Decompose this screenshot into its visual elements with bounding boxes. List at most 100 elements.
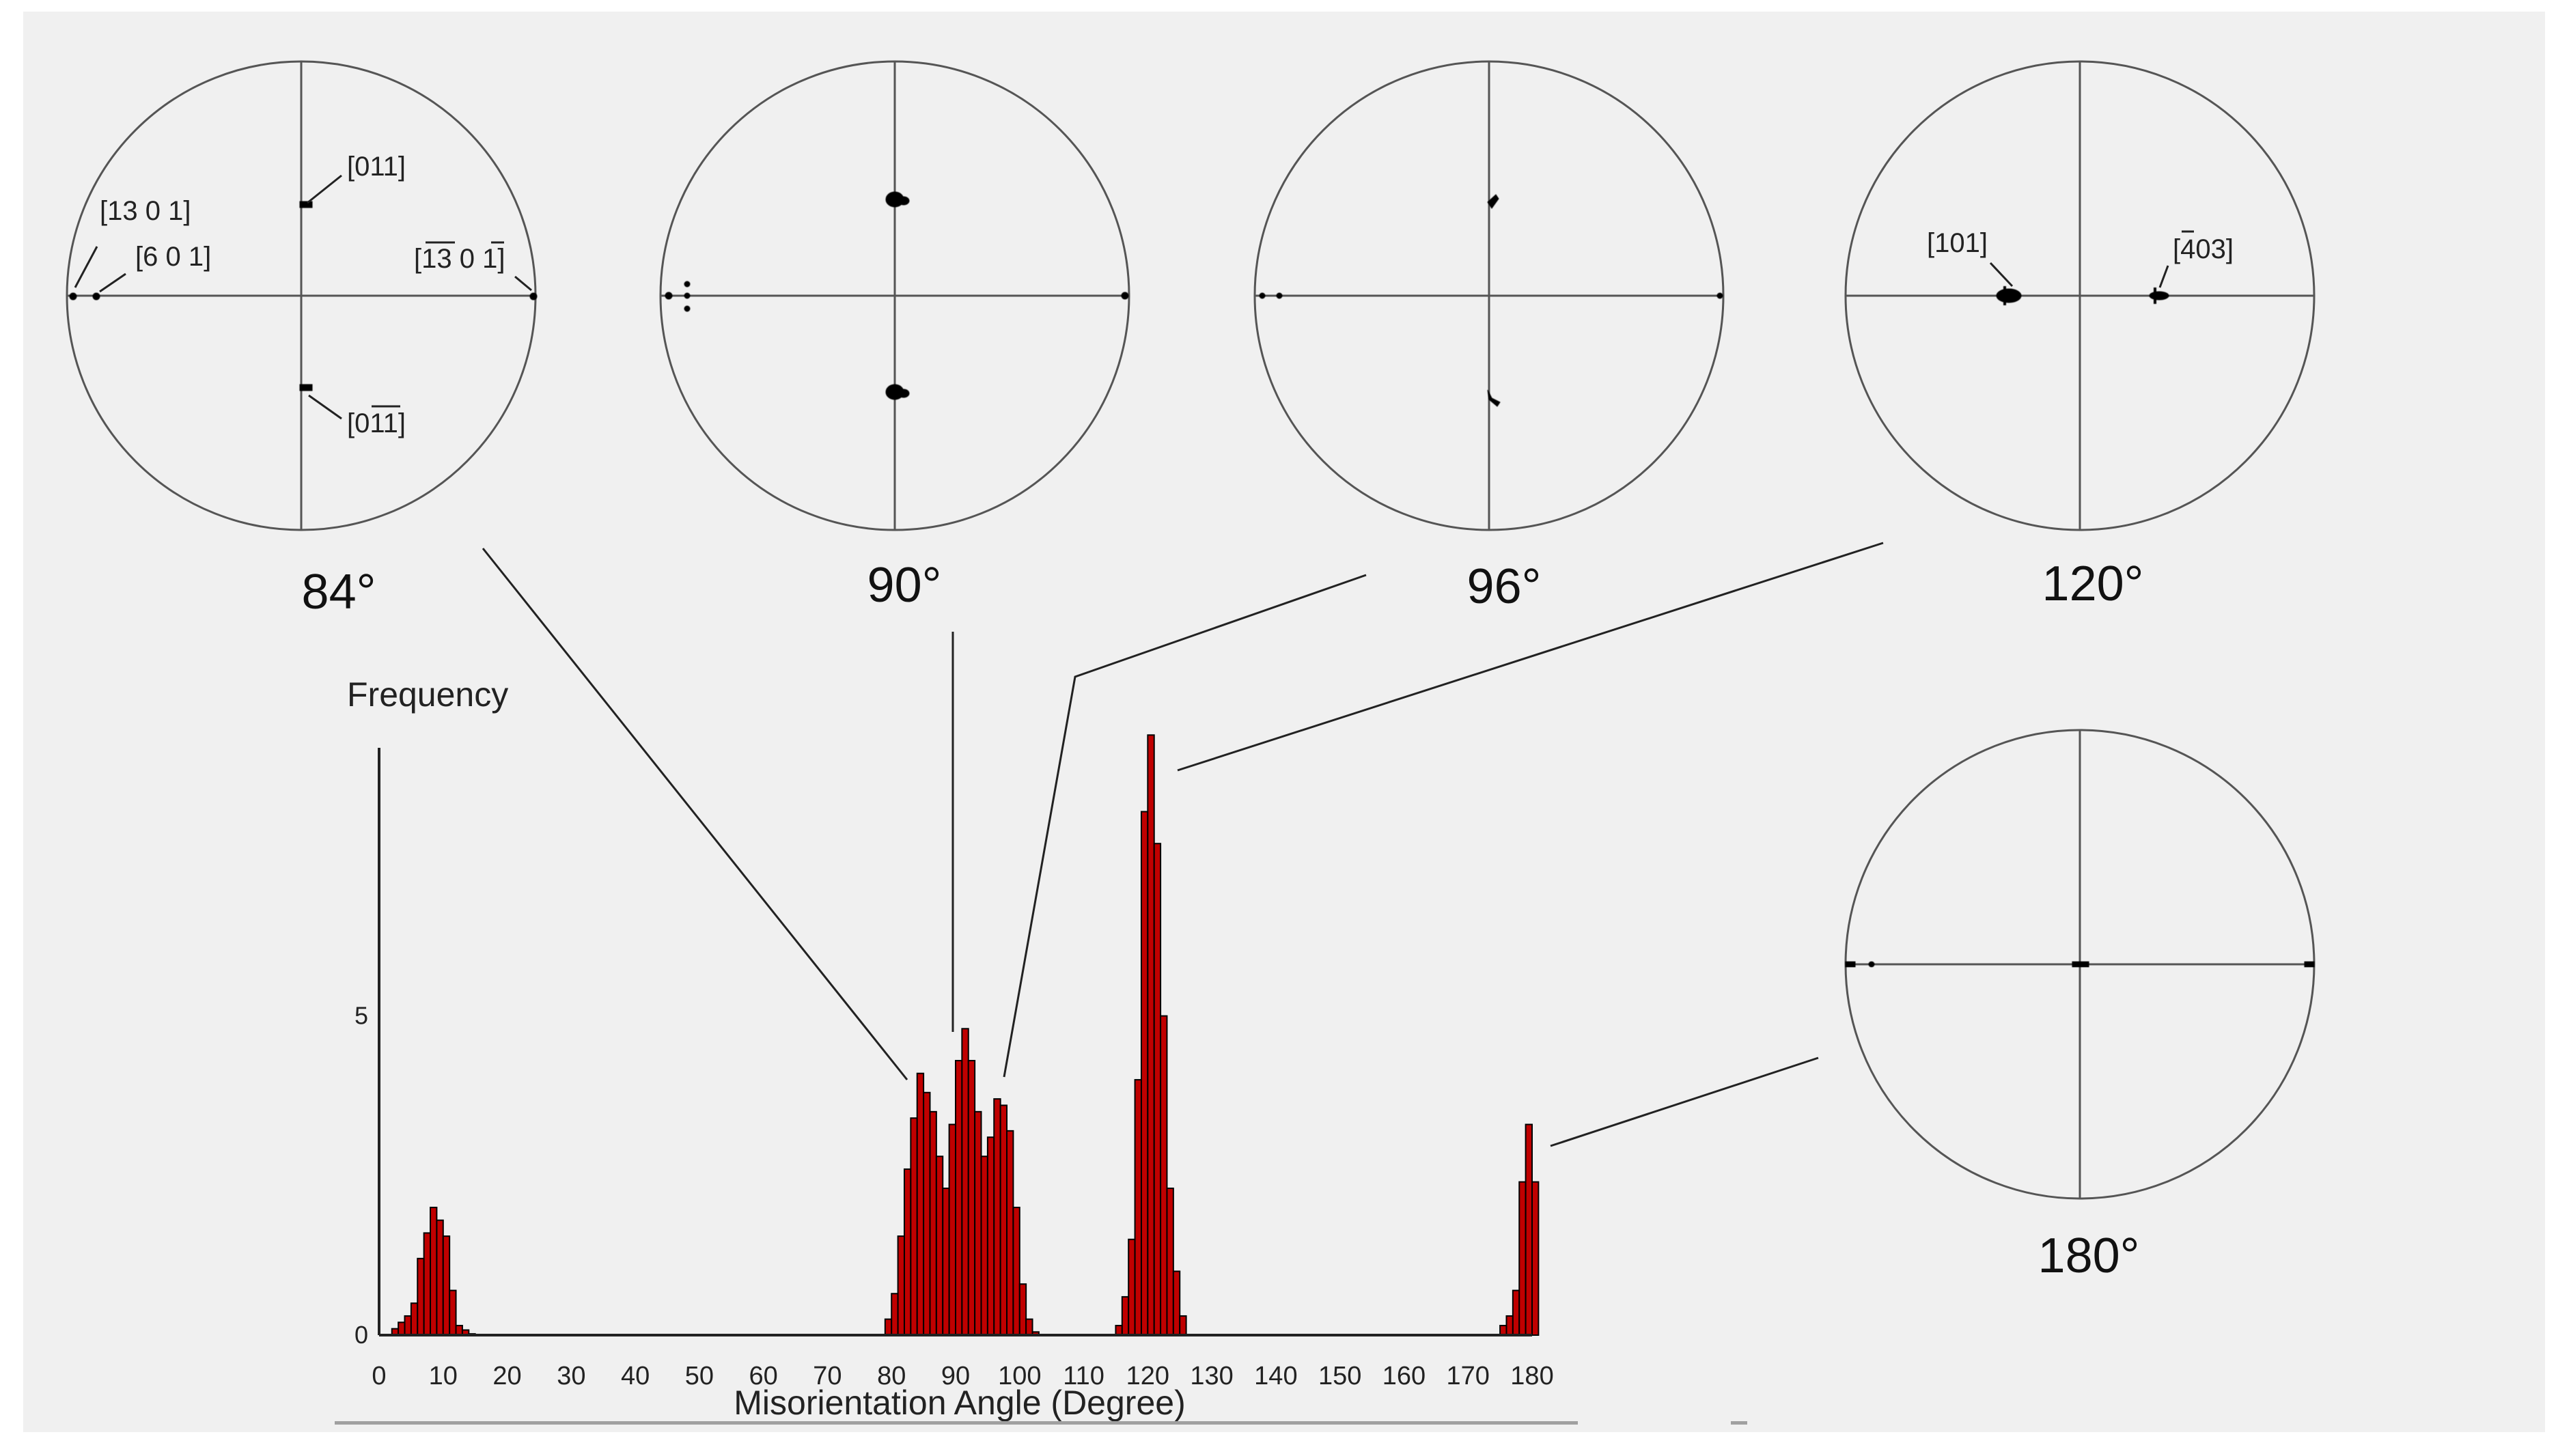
- x-tick-label: 110: [1063, 1362, 1104, 1390]
- histogram-bar: [923, 1091, 931, 1336]
- callout-line-120: [1177, 542, 1884, 772]
- pole-point: [1121, 292, 1129, 300]
- histogram-bar: [1531, 1181, 1540, 1336]
- pole-point: [898, 196, 910, 206]
- x-tick-label: 40: [621, 1362, 650, 1390]
- pole-figure-96: [1253, 60, 1725, 531]
- histogram-bar: [986, 1136, 995, 1336]
- x-tick-label: 160: [1382, 1362, 1426, 1390]
- histogram-bar: [1166, 1188, 1174, 1336]
- x-tick-label: 30: [557, 1362, 585, 1390]
- histogram-bar: [1505, 1315, 1514, 1336]
- pole-annotations-120: [101] [403]: [1927, 228, 2234, 288]
- x-tick-labels: 0 10 20 30 40 50 60 70 80 90 100 110 120 130 140 150 160…: [372, 1362, 1553, 1390]
- angle-label-96: 96°: [1467, 559, 1542, 614]
- histogram-bar: [1134, 1079, 1142, 1336]
- x-tick-label: 120: [1126, 1362, 1169, 1390]
- callout-line-96: [1003, 574, 1367, 1078]
- pole-point: [529, 292, 538, 300]
- pole-point: [1996, 288, 2022, 303]
- callout-lines: [482, 542, 1884, 1147]
- leader-line: [308, 394, 342, 420]
- pole-point: [2304, 961, 2315, 968]
- histogram-bar: [1018, 1283, 1027, 1336]
- histogram-bar: [1512, 1289, 1520, 1336]
- histogram-bar: [1025, 1318, 1033, 1336]
- histogram-bar: [1525, 1123, 1533, 1336]
- histogram-bar: [999, 1104, 1008, 1336]
- angle-label-180: 180°: [2038, 1229, 2140, 1283]
- callout-line-180: [1550, 1056, 1819, 1147]
- histogram-bar: [1006, 1130, 1014, 1336]
- histogram-bar: [423, 1232, 432, 1336]
- angle-label-120: 120°: [2042, 557, 2144, 611]
- callout-line-84: [482, 548, 908, 1080]
- misorientation-figure: Frequency 05 0 10 20 30 40 50 60 70 80 90 100 110 12…: [66, 60, 2316, 1422]
- leader-line: [2158, 265, 2169, 288]
- histogram-bar: [1172, 1270, 1181, 1336]
- pole-point: [1487, 194, 1499, 209]
- histogram-bar: [1115, 1324, 1123, 1336]
- annotation-0-bar1-bar1: [011]: [347, 408, 406, 438]
- histogram-bar: [1012, 1207, 1020, 1336]
- histogram-bar: [942, 1188, 950, 1336]
- x-tick-label: 60: [749, 1362, 778, 1390]
- annotation-bar13-0-bar1: [13 0 1]: [414, 244, 505, 274]
- histogram-bar: [916, 1072, 925, 1336]
- x-tick-label: 170: [1447, 1362, 1490, 1390]
- pole-point: [299, 384, 313, 391]
- histogram-bar: [410, 1302, 419, 1336]
- histogram-bar: [948, 1123, 956, 1336]
- histogram-bar: [967, 1060, 976, 1336]
- x-tick-label: 90: [941, 1362, 970, 1390]
- histogram-bar: [1499, 1324, 1507, 1336]
- pole-points-90: [665, 191, 1129, 400]
- histogram-bar: [891, 1293, 899, 1336]
- histogram-bar: [1128, 1238, 1136, 1336]
- histogram-bar: [980, 1156, 988, 1336]
- x-tick-label: 150: [1318, 1362, 1361, 1390]
- histogram-bar: [1179, 1315, 1187, 1336]
- x-tick-label: 20: [492, 1362, 521, 1390]
- x-tick-label: 180: [1510, 1362, 1553, 1390]
- pole-point: [1868, 961, 1875, 968]
- annotation-bar4-0-3: [403]: [2173, 234, 2234, 264]
- angle-label-90: 90°: [867, 558, 942, 613]
- pole-points-84: [69, 201, 538, 391]
- annotation-6-0-1: [6 0 1]: [135, 242, 211, 272]
- pole-point: [684, 305, 691, 312]
- histogram-bar: [449, 1289, 457, 1336]
- pole-point: [2072, 961, 2089, 968]
- scrollbar-track: [335, 1421, 1578, 1425]
- pole-point: [665, 292, 673, 300]
- x-tick-label: 80: [877, 1362, 906, 1390]
- x-tick-label: 100: [998, 1362, 1041, 1390]
- histogram-bar: [404, 1315, 412, 1336]
- histogram-bar: [897, 1235, 905, 1336]
- pole-point: [1845, 961, 1856, 968]
- histogram-bar: [455, 1324, 463, 1336]
- pole-point: [684, 281, 691, 288]
- pole-point: [684, 292, 691, 299]
- x-tick-label: 70: [813, 1362, 842, 1390]
- histogram-bar: [1518, 1181, 1527, 1336]
- histogram-bar: [417, 1257, 425, 1336]
- pole-point: [69, 292, 77, 300]
- histogram-bar: [1147, 734, 1155, 1336]
- pole-point: [898, 389, 910, 398]
- pole-point: [92, 292, 100, 300]
- leader-line: [514, 275, 532, 292]
- pole-point: [1716, 292, 1723, 299]
- histogram-bar: [961, 1028, 969, 1336]
- histogram-bar: [910, 1117, 918, 1336]
- pole-point: [1259, 292, 1266, 299]
- histogram-bar: [903, 1168, 912, 1336]
- y-tick-label: 0: [354, 1321, 368, 1349]
- annotation-101: [101]: [1927, 228, 1988, 258]
- pole-point: [1276, 292, 1283, 299]
- histogram-bar: [1153, 843, 1162, 1336]
- annotation-13-0-1: [13 0 1]: [100, 196, 191, 226]
- histogram-bar: [436, 1219, 444, 1336]
- y-tick-labels: 05: [354, 1002, 368, 1349]
